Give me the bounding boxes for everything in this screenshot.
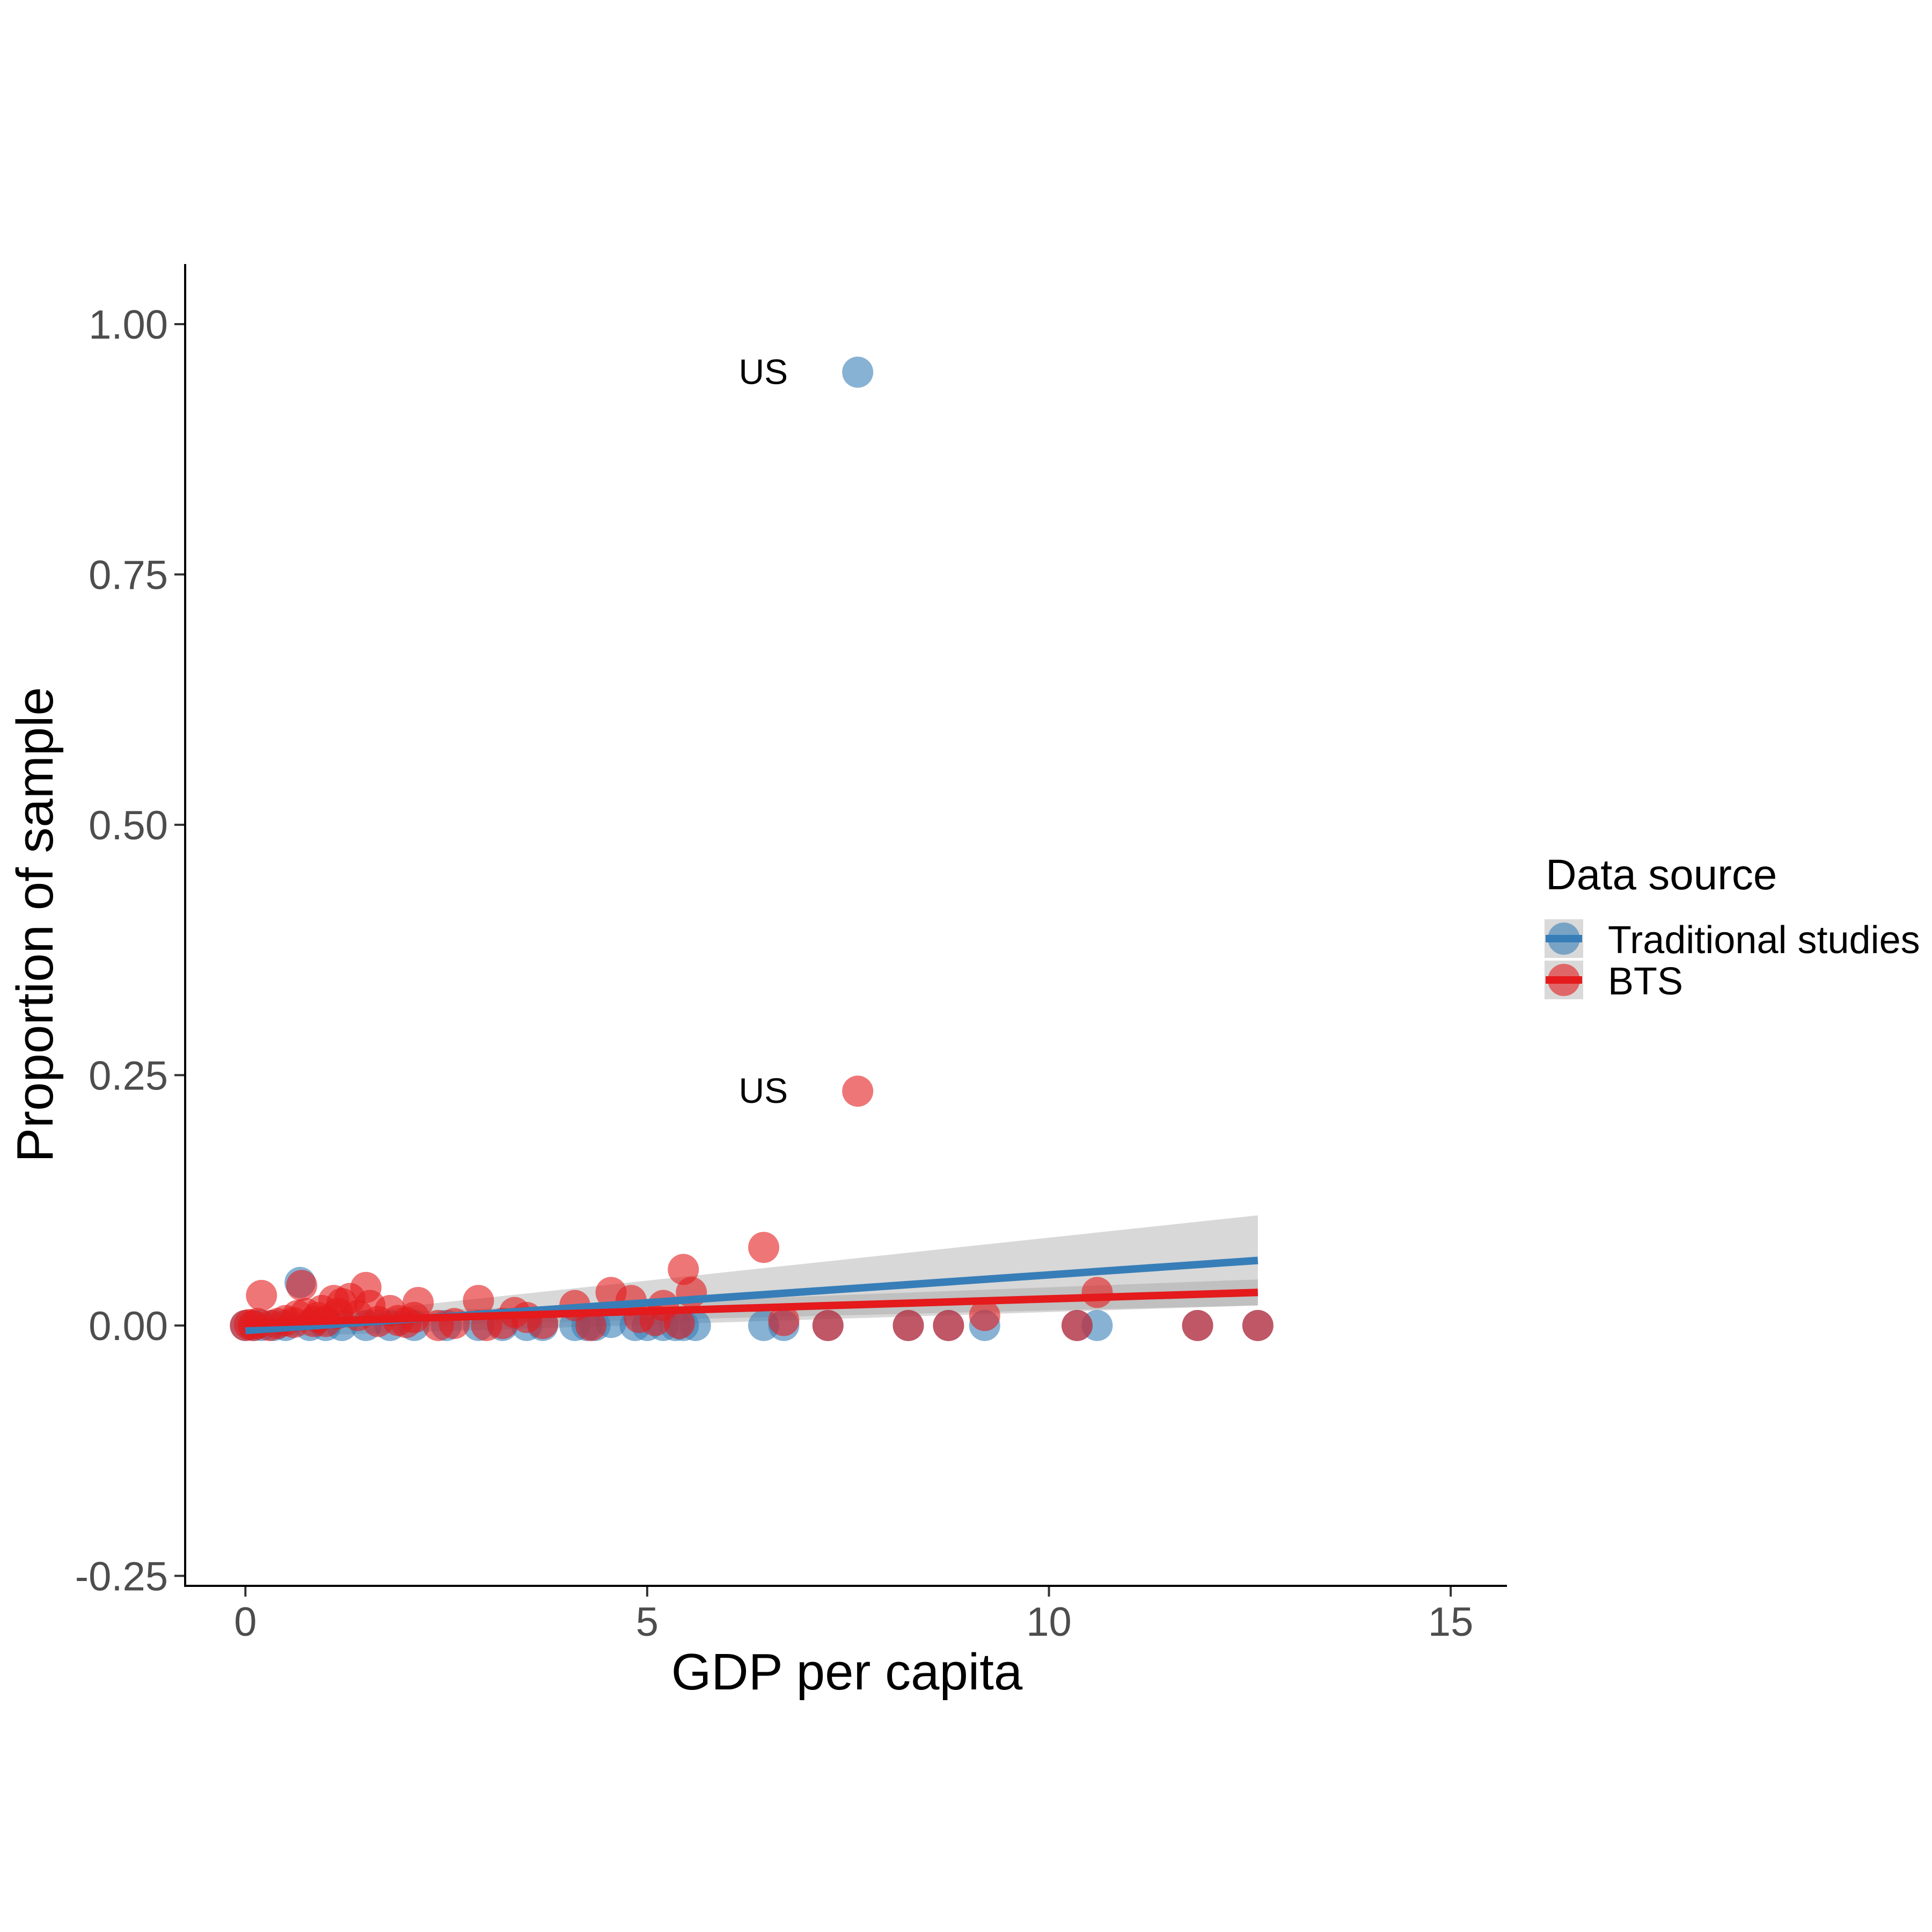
point-bts (969, 1300, 1000, 1331)
y-tick-label: 0.25 (89, 1053, 168, 1099)
y-tick-label: 1.00 (89, 302, 168, 348)
x-tick-label: 15 (1428, 1599, 1474, 1645)
trend-lines (245, 1256, 1258, 1335)
point-bts (812, 1309, 844, 1341)
y-tick-label: 0.75 (89, 552, 168, 598)
point-bts (933, 1309, 964, 1341)
point-bts (748, 1232, 780, 1263)
legend-item-bts: BTS (1545, 960, 1683, 1003)
y-axis-ticks: -0.25 0.00 0.25 0.50 0.75 1.00 (75, 302, 184, 1599)
point-bts (1242, 1309, 1274, 1341)
trend-line-bts (245, 1289, 1258, 1328)
point-bts (1061, 1309, 1093, 1341)
point-bts (1182, 1309, 1213, 1341)
point-bts (402, 1286, 434, 1318)
y-axis-title: Proportion of sample (6, 687, 64, 1162)
legend-title: Data source (1546, 851, 1777, 898)
legend-item-traditional-studies: Traditional studies (1545, 919, 1920, 962)
y-tick-label: 0.50 (89, 803, 168, 848)
annotation-label: US (739, 352, 788, 392)
point-bts (892, 1309, 924, 1341)
x-tick-label: 0 (234, 1599, 257, 1645)
point-bts (463, 1285, 494, 1316)
legend: Data source Traditional studies BTS (1545, 851, 1920, 1003)
point-bts (768, 1305, 800, 1336)
point-bts (842, 1075, 874, 1107)
confidence-band-traditional-studies (245, 1215, 1258, 1338)
annotation-label: US (739, 1071, 788, 1110)
point-bts (663, 1308, 695, 1340)
point-traditional-studies (842, 356, 874, 388)
point-annotations: US US (739, 352, 788, 1111)
legend-label-traditional-studies: Traditional studies (1608, 919, 1920, 962)
y-tick-label: 0.00 (89, 1304, 168, 1349)
x-tick-label: 5 (636, 1599, 658, 1645)
data-points (230, 356, 1274, 1341)
x-tick-label: 10 (1026, 1599, 1072, 1645)
legend-label-bts: BTS (1608, 960, 1683, 1003)
point-bts (1081, 1277, 1113, 1308)
y-tick-label: -0.25 (75, 1554, 168, 1599)
point-bts (286, 1270, 318, 1301)
x-axis-title: GDP per capita (671, 1643, 1023, 1701)
x-axis-ticks: 0 5 10 15 (234, 1587, 1473, 1645)
point-bts (575, 1309, 607, 1341)
point-bts (246, 1279, 277, 1311)
